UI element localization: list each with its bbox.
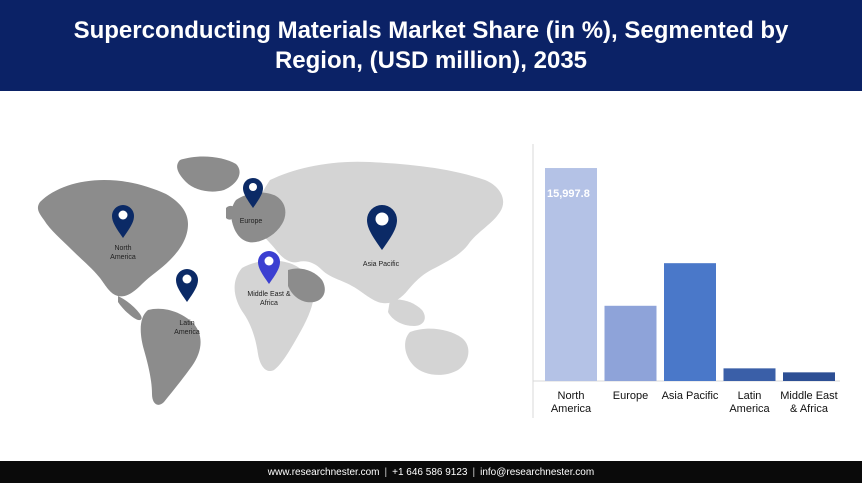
x-tick-label: America bbox=[729, 403, 770, 415]
pin-label-middle-east-africa-line1: Middle East & bbox=[247, 291, 291, 298]
pin-label-latin-america-line1: Latin bbox=[179, 320, 194, 327]
footer-bar: www.researchnester.com | +1 646 586 9123… bbox=[0, 461, 862, 483]
footer-email: info@researchnester.com bbox=[480, 466, 595, 478]
map-pin-north-america: North America bbox=[110, 205, 136, 261]
map-pin-latin-america: Latin America bbox=[174, 269, 200, 336]
map-pin-asia-pacific: Asia Pacific bbox=[363, 205, 400, 268]
bar-asia-pacific bbox=[664, 263, 716, 381]
pin-label-north-america-line2: America bbox=[110, 254, 136, 261]
pin-label-asia-pacific: Asia Pacific bbox=[363, 261, 400, 268]
pin-label-latin-america-line2: America bbox=[174, 329, 200, 336]
footer-phone: +1 646 586 9123 bbox=[392, 466, 468, 478]
bar-chart: 15,997.8 North America Europe Asia Pacific L… bbox=[530, 140, 850, 430]
footer-separator: | bbox=[384, 466, 388, 478]
pin-label-north-america-line1: North bbox=[114, 245, 131, 252]
x-tick-label: & Africa bbox=[790, 403, 829, 415]
pin-marker-middle-east-africa bbox=[258, 251, 280, 284]
bar-middle-east-africa bbox=[783, 372, 835, 381]
map-highlight-continents bbox=[37, 156, 325, 405]
x-tick-label: Middle East bbox=[780, 390, 837, 402]
pin-marker-latin-america bbox=[176, 269, 198, 302]
header-banner: Superconducting Materials Market Share (… bbox=[0, 0, 862, 91]
map-pin-europe: Europe bbox=[240, 178, 263, 225]
x-tick-label: Latin bbox=[738, 390, 762, 402]
data-label: 15,997.8 bbox=[547, 188, 590, 200]
map-pins: North America Europe Asia Pacific Middle… bbox=[110, 178, 400, 336]
x-tick-label: North bbox=[558, 390, 585, 402]
bars-group: 15,997.8 bbox=[545, 168, 835, 381]
footer-separator: | bbox=[472, 466, 476, 478]
world-map: North America Europe Asia Pacific Middle… bbox=[30, 150, 510, 410]
x-tick-label: America bbox=[551, 403, 592, 415]
map-pin-middle-east-africa: Middle East & Africa bbox=[247, 251, 291, 307]
footer-website: www.researchnester.com bbox=[267, 466, 380, 478]
pin-label-middle-east-africa-line2: Africa bbox=[260, 300, 278, 307]
pin-marker-north-america bbox=[112, 205, 134, 238]
bar-europe bbox=[604, 305, 657, 381]
x-tick-label: Asia Pacific bbox=[662, 390, 719, 402]
page-title: Superconducting Materials Market Share (… bbox=[73, 16, 789, 74]
pin-marker-europe bbox=[243, 178, 263, 208]
bar-north-america bbox=[545, 168, 597, 381]
bar-latin-america bbox=[723, 368, 776, 381]
x-tick-label: Europe bbox=[613, 390, 648, 402]
pin-label-europe: Europe bbox=[240, 218, 263, 225]
world-map-svg: North America Europe Asia Pacific Middle… bbox=[37, 156, 504, 405]
pin-marker-asia-pacific bbox=[367, 205, 397, 250]
